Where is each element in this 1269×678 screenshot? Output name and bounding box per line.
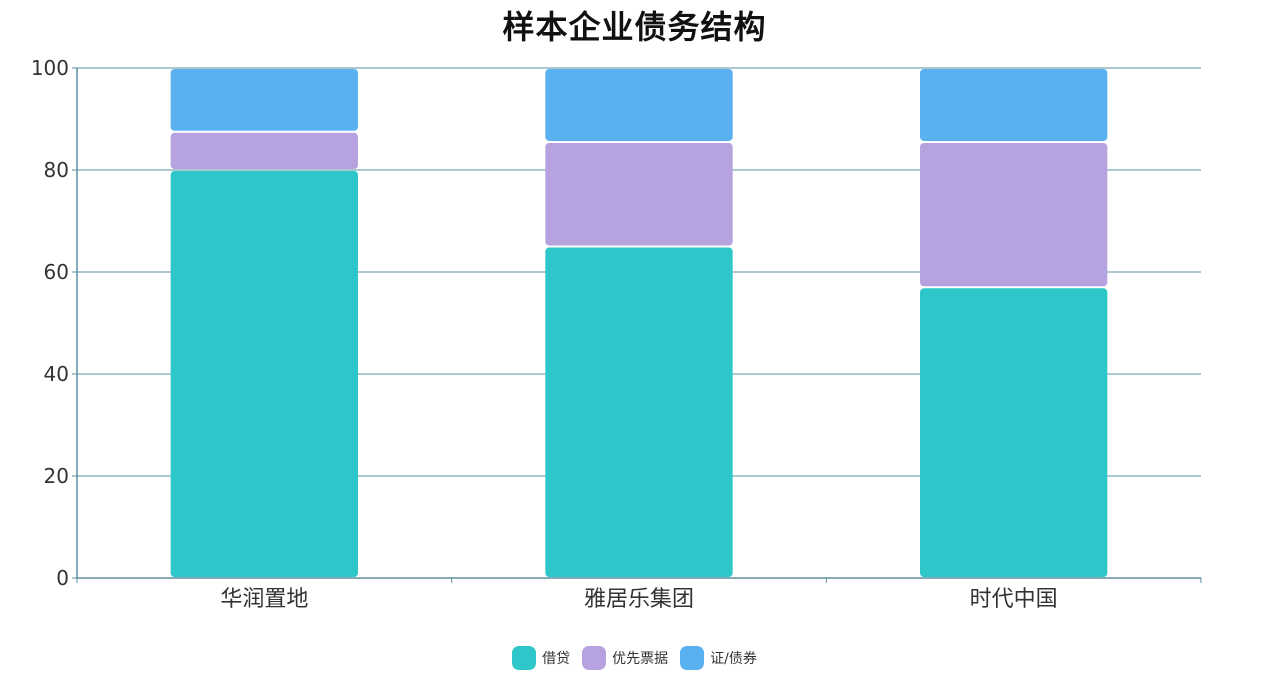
bar-segment (170, 132, 358, 169)
legend-swatch (512, 646, 537, 670)
bar-segment (170, 171, 358, 577)
x-tick-label: 时代中国 (970, 587, 1058, 612)
legend-item[interactable]: 优先票据 (582, 646, 668, 670)
bar-segment (545, 142, 733, 246)
y-tick-label: 20 (44, 464, 69, 488)
bar-segment (170, 69, 358, 131)
x-tick-label: 雅居乐集团 (584, 587, 694, 612)
y-tick-labels: 0 20 40 60 80 100 (31, 56, 69, 590)
legend-label: 优先票据 (612, 651, 669, 667)
y-tick-label: 40 (44, 362, 69, 386)
chart-title: 样本企业债务结构 (502, 8, 767, 46)
legend: 借贷 优先票据 证/债券 (0, 646, 1269, 670)
legend-label: 借贷 (542, 651, 571, 667)
bar-segment (920, 288, 1108, 577)
legend-swatch (582, 646, 607, 670)
bars (170, 69, 1108, 577)
bar-segment (545, 69, 733, 141)
axes (76, 68, 1202, 583)
x-tick-label: 华润置地 (220, 587, 308, 612)
legend-item[interactable]: 借贷 (512, 646, 570, 670)
y-tick-label: 0 (56, 566, 69, 590)
bar-segment (920, 142, 1108, 287)
y-tick-label: 60 (44, 260, 69, 284)
legend-swatch (680, 646, 705, 670)
y-tick-label: 80 (44, 158, 69, 182)
bar-segment (920, 69, 1108, 141)
y-tick-label: 100 (31, 56, 69, 80)
legend-label: 证/债券 (710, 651, 757, 667)
stacked-bar-chart: 0 20 40 60 80 100 华润置地 雅居乐集团 时代中国 (31, 56, 1202, 612)
legend-item[interactable]: 证/债券 (680, 646, 757, 670)
bar-segment (545, 247, 733, 577)
x-tick-labels: 华润置地 雅居乐集团 时代中国 (220, 587, 1057, 612)
